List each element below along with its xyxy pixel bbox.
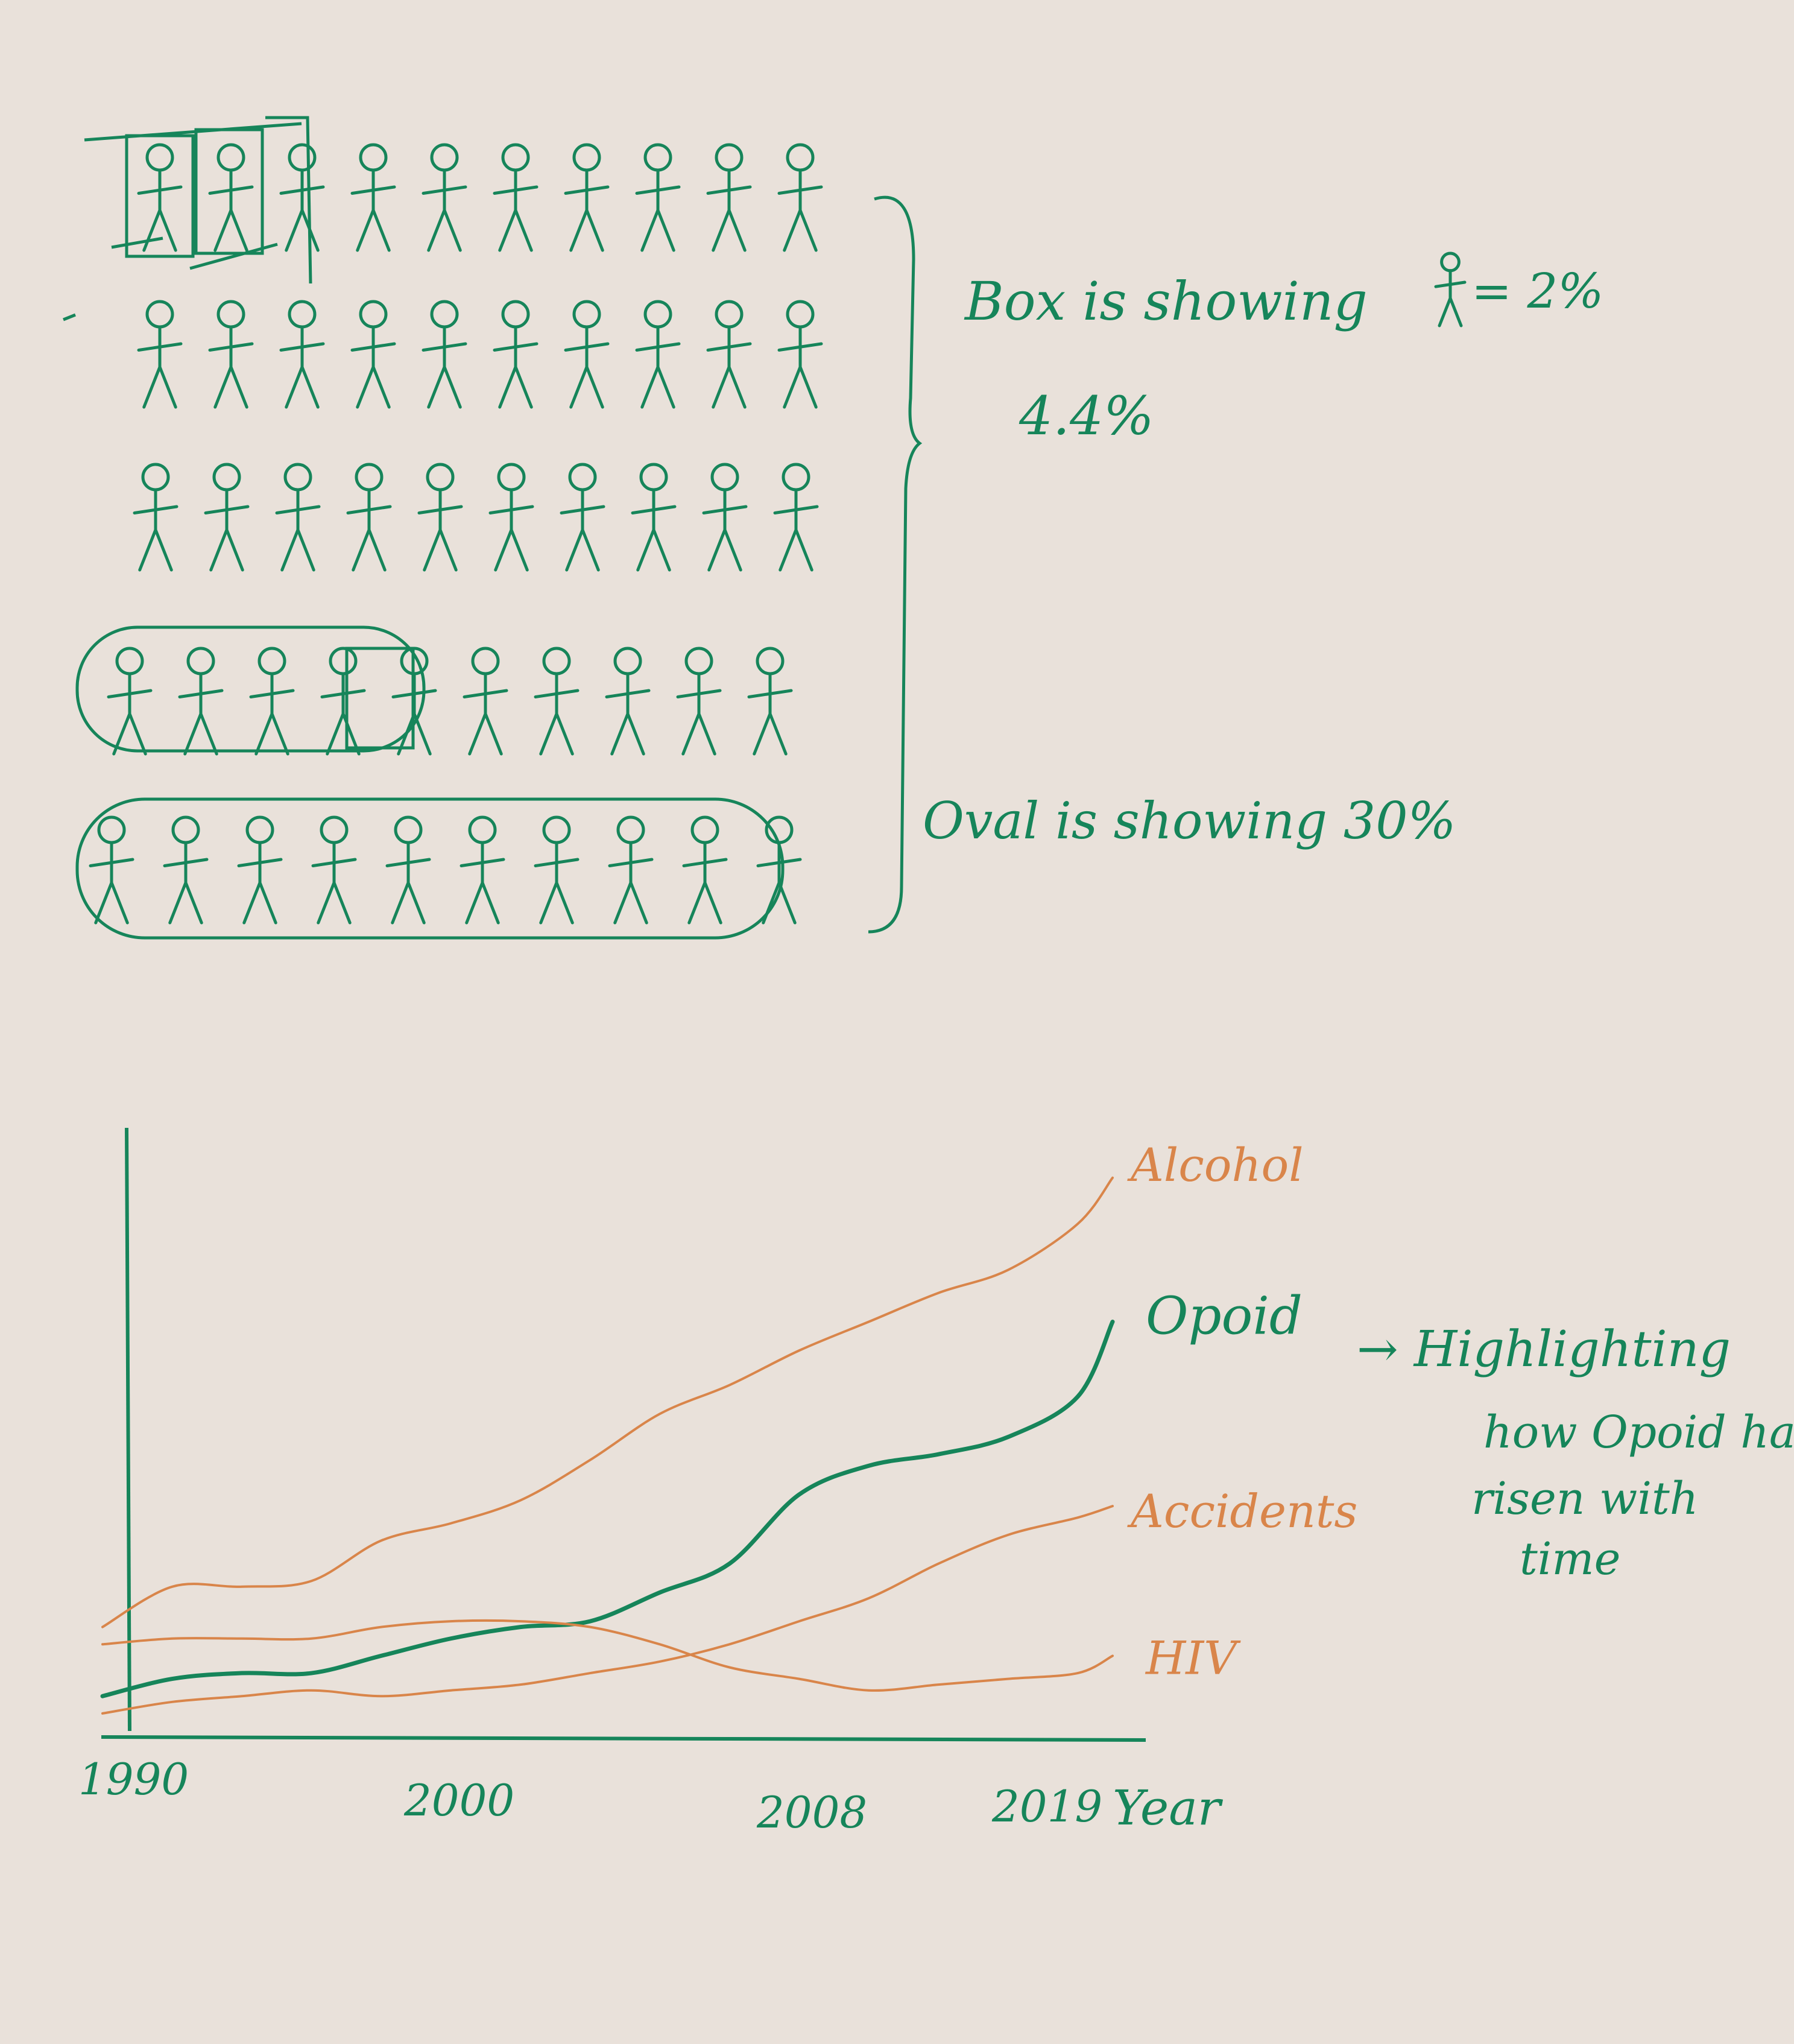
stick-figure-icon	[350, 143, 396, 252]
stick-figure-icon	[756, 815, 802, 925]
unit-value: = 2%	[1471, 263, 1603, 319]
stick-figure-icon	[163, 815, 209, 925]
series-label-alcohol: Alcohol	[1127, 1138, 1304, 1192]
stick-figure-icon	[279, 143, 325, 252]
stick-figure-icon	[350, 300, 396, 409]
stick-figure-icon	[422, 143, 467, 252]
stick-figure-icon	[275, 463, 321, 572]
stick-figure-icon	[463, 647, 508, 756]
stick-figure-icon	[204, 463, 250, 572]
stick-figure-icon	[635, 143, 681, 252]
stick-figure-icon	[311, 815, 357, 925]
stick-figure-icon	[137, 143, 183, 252]
stick-figure-icon	[564, 300, 610, 409]
stick-figure-icon	[608, 815, 654, 925]
stick-figure-icon	[676, 647, 722, 756]
stick-figure-icon	[385, 815, 431, 925]
pictogram-grid	[89, 143, 823, 925]
stick-figure-icon	[279, 300, 325, 409]
stick-figure-icon	[1434, 252, 1467, 327]
stick-figure-icon	[208, 143, 254, 252]
stick-figure-icon	[107, 647, 153, 756]
stick-figure-icon	[320, 647, 366, 756]
stick-figure-icon	[706, 143, 752, 252]
series-labels: Alcohol Opoid Accidents HIV	[1127, 1138, 1357, 1685]
x-tick-label: 2019	[991, 1781, 1102, 1832]
stick-figure-icon	[346, 463, 392, 572]
stick-figure-icon	[89, 815, 134, 925]
annotation-line: risen with	[1471, 1473, 1698, 1525]
stick-figure-icon	[137, 300, 183, 409]
highlight-ovals	[75, 625, 785, 940]
line-chart: 1990 2000 2008 2019 Year Alcohol Opoid Accide…	[78, 1127, 1794, 1838]
stick-figure-icon	[1434, 252, 1467, 327]
stick-figure-icon	[534, 647, 580, 756]
x-tick-labels: 1990 2000 2008 2019	[78, 1754, 1102, 1838]
box-value: 4.4%	[1019, 385, 1154, 447]
x-tick-label: 1990	[78, 1754, 189, 1805]
series-lines	[100, 1176, 1115, 1715]
stick-figure-icon	[564, 143, 610, 252]
curly-brace	[868, 195, 923, 934]
y-axis	[125, 1127, 131, 1732]
stick-figure-icon	[493, 143, 539, 252]
stick-figure-icon	[237, 815, 283, 925]
annotation-line: time	[1520, 1533, 1620, 1585]
series-line-hiv	[101, 1619, 1114, 1692]
stick-figure-icon	[488, 463, 534, 572]
stick-figure-icon	[605, 647, 651, 756]
stick-figure-icon	[777, 300, 823, 409]
series-label-hiv: HIV	[1145, 1631, 1241, 1685]
box-note: Box is showing	[964, 270, 1368, 332]
stick-figure-icon	[560, 463, 605, 572]
stick-figure-icon	[417, 463, 463, 572]
stick-figure-icon	[249, 647, 295, 756]
stick-figure-icon	[493, 300, 539, 409]
x-tick-label: 2000	[403, 1775, 514, 1826]
unit-legend: = 2%	[1434, 252, 1603, 327]
stick-figure-icon	[702, 463, 748, 572]
stick-figure-icon	[133, 463, 178, 572]
stick-figure-icon	[422, 300, 467, 409]
stick-figure-icon	[682, 815, 728, 925]
stick-figure-icon	[635, 300, 681, 409]
stick-figure-icon	[208, 300, 254, 409]
x-axis	[101, 1735, 1146, 1742]
series-line-alcohol	[101, 1176, 1114, 1628]
stick-figure-icon	[747, 647, 793, 756]
series-label-accidents: Accidents	[1127, 1484, 1357, 1538]
series-line-accidents	[101, 1505, 1114, 1715]
series-label-opoid: Opoid	[1146, 1286, 1303, 1347]
annotation-line: how Opoid ha	[1483, 1406, 1794, 1458]
series-line-opoid	[100, 1320, 1115, 1698]
x-tick-label: 2008	[756, 1787, 867, 1838]
stick-figure-icon	[460, 815, 505, 925]
x-axis-label: Year	[1113, 1780, 1224, 1836]
oval-note: Oval is showing 30%	[923, 791, 1456, 850]
stick-figure-icon	[706, 300, 752, 409]
stick-figure-icon	[534, 815, 580, 925]
stick-figure-icon	[631, 463, 677, 572]
stick-figure-icon	[773, 463, 819, 572]
highlight-boxes	[63, 116, 415, 750]
annotation-note: → Highlighting how Opoid ha risen with time	[1357, 1321, 1794, 1585]
stick-figure-icon	[178, 647, 224, 756]
stick-figure-icon	[777, 143, 823, 252]
annotation-line: → Highlighting	[1357, 1321, 1731, 1378]
